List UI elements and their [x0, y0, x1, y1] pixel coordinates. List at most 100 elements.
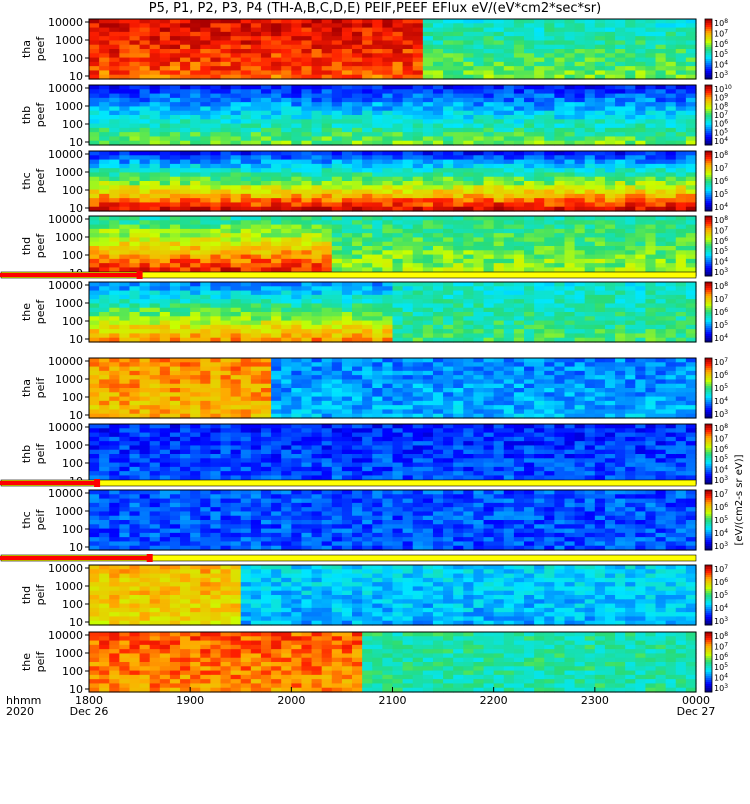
- heatmap-cell: [656, 66, 667, 71]
- heatmap-cell: [129, 362, 140, 367]
- heatmap-cell: [210, 401, 221, 406]
- heatmap-cell: [504, 115, 515, 120]
- heatmap-cell: [301, 115, 312, 120]
- heatmap-cell: [615, 259, 626, 264]
- heatmap-cell: [413, 128, 424, 133]
- heatmap-cell: [170, 409, 181, 414]
- heatmap-cell: [231, 401, 242, 406]
- heatmap-cell: [484, 136, 495, 141]
- heatmap-cell: [271, 291, 282, 296]
- heatmap-cell: [453, 45, 464, 50]
- heatmap-cell: [109, 308, 120, 313]
- heatmap-cell: [342, 128, 353, 133]
- heatmap-cell: [291, 115, 302, 120]
- heatmap-cell: [200, 367, 211, 372]
- heatmap-cell: [129, 233, 140, 238]
- heatmap-cell: [342, 155, 353, 160]
- heatmap-cell: [241, 362, 252, 367]
- heatmap-cell: [140, 155, 151, 160]
- heatmap-cell: [119, 19, 130, 24]
- heatmap-cell: [140, 321, 151, 326]
- heatmap-cell: [413, 136, 424, 141]
- heatmap-cell: [322, 36, 333, 41]
- heatmap-cell: [180, 250, 191, 255]
- heatmap-cell: [89, 397, 100, 402]
- heatmap-cell: [342, 94, 353, 99]
- heatmap-cell: [99, 94, 110, 99]
- heatmap-cell: [281, 286, 292, 291]
- heatmap-cell: [443, 246, 454, 251]
- heatmap-cell: [686, 216, 697, 221]
- heatmap-cell: [180, 255, 191, 260]
- heatmap-cell: [109, 367, 120, 372]
- heatmap-cell: [332, 229, 343, 234]
- heatmap-cell: [534, 220, 545, 225]
- heatmap-cell: [221, 58, 232, 63]
- heatmap-cell: [150, 111, 161, 116]
- heatmap-cell: [423, 312, 434, 317]
- colorbar-tick-exponent: 4: [724, 60, 728, 67]
- heatmap-cell: [140, 246, 151, 251]
- heatmap-cell: [575, 66, 586, 71]
- heatmap-cell: [251, 308, 262, 313]
- heatmap-cell: [210, 172, 221, 177]
- heatmap-cell: [352, 62, 363, 67]
- heatmap-cell: [129, 194, 140, 199]
- heatmap-cell: [140, 185, 151, 190]
- heatmap-cell: [514, 225, 525, 230]
- heatmap-cell: [473, 250, 484, 255]
- heatmap-cell: [150, 316, 161, 321]
- heatmap-cell: [140, 405, 151, 410]
- heatmap-cell: [433, 405, 444, 410]
- heatmap-cell: [221, 392, 232, 397]
- y-tick-label: 1000: [55, 231, 83, 244]
- heatmap-cell: [494, 45, 505, 50]
- heatmap-cell: [686, 303, 697, 308]
- heatmap-cell: [524, 233, 535, 238]
- heatmap-cell: [291, 358, 302, 363]
- heatmap-cell: [544, 233, 555, 238]
- heatmap-cell: [372, 198, 383, 203]
- heatmap-cell: [190, 168, 201, 173]
- heatmap-cell: [210, 220, 221, 225]
- heatmap-cell: [301, 216, 312, 221]
- heatmap-cell: [393, 89, 404, 94]
- heatmap-cell: [372, 62, 383, 67]
- heatmap-cell: [352, 308, 363, 313]
- heatmap-cell: [423, 40, 434, 45]
- heatmap-cell: [463, 94, 474, 99]
- heatmap-cell: [332, 246, 343, 251]
- heatmap-cell: [413, 198, 424, 203]
- heatmap-cell: [413, 246, 424, 251]
- heatmap-cell: [534, 40, 545, 45]
- heatmap-cell: [251, 19, 262, 24]
- heatmap-cell: [514, 128, 525, 133]
- heatmap-cell: [554, 329, 565, 334]
- heatmap-cell: [362, 49, 373, 54]
- colorbar-tick-exponent: 10: [724, 84, 732, 91]
- heatmap-cell: [352, 299, 363, 304]
- heatmap-cell: [221, 325, 232, 330]
- heatmap-cell: [352, 185, 363, 190]
- heatmap-cell: [666, 291, 677, 296]
- heatmap-cell: [494, 220, 505, 225]
- heatmap-cell: [160, 384, 171, 389]
- heatmap-cell: [494, 267, 505, 272]
- heatmap-cell: [170, 49, 181, 54]
- heatmap-cell: [645, 98, 656, 103]
- heatmap-cell: [443, 312, 454, 317]
- heatmap-cell: [221, 216, 232, 221]
- heatmap-cell: [504, 291, 515, 296]
- heatmap-cell: [109, 172, 120, 177]
- heatmap-cell: [625, 53, 636, 58]
- heatmap-cell: [534, 255, 545, 260]
- heatmap-cell: [271, 172, 282, 177]
- heatmap-cell: [312, 98, 323, 103]
- heatmap-cell: [261, 124, 272, 129]
- y-tick-label: 100: [62, 52, 83, 65]
- heatmap-cell: [150, 124, 161, 129]
- heatmap-cell: [281, 155, 292, 160]
- heatmap-cell: [332, 177, 343, 182]
- heatmap-cell: [109, 98, 120, 103]
- heatmap-cell: [322, 124, 333, 129]
